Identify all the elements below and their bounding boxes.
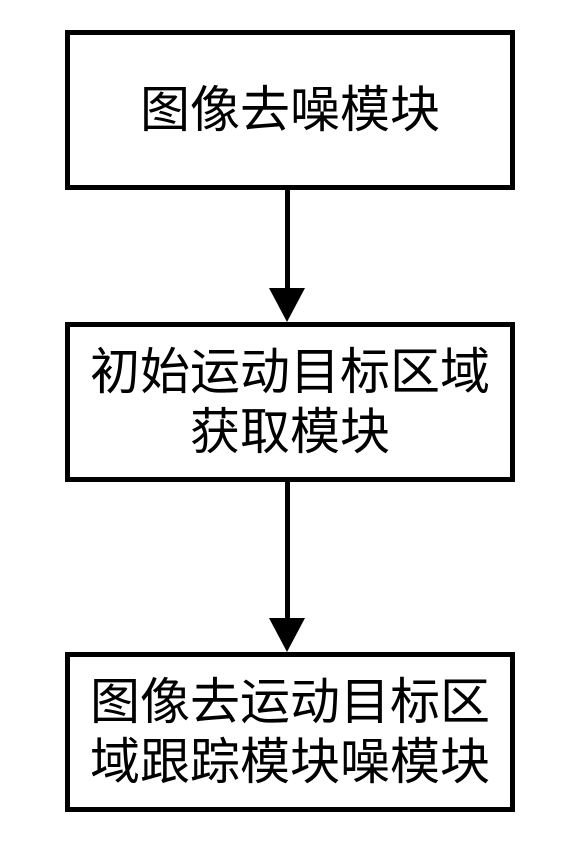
flow-edge-1-head-icon: [269, 288, 305, 322]
flow-node-1-label: 图像去噪模块: [140, 80, 440, 140]
flow-node-3: 图像去运动目标区域跟踪模块噪模块: [65, 652, 515, 812]
flowchart-canvas: 图像去噪模块 初始运动目标区域获取模块 图像去运动目标区域跟踪模块噪模块: [0, 0, 575, 862]
flow-node-2: 初始运动目标区域获取模块: [65, 322, 515, 482]
flow-node-3-label: 图像去运动目标区域跟踪模块噪模块: [82, 672, 498, 792]
flow-edge-2-line: [285, 482, 290, 618]
flow-edge-1-line: [285, 190, 290, 288]
flow-edge-2-head-icon: [269, 618, 305, 652]
flow-node-1: 图像去噪模块: [65, 30, 515, 190]
flow-node-2-label: 初始运动目标区域获取模块: [82, 342, 498, 462]
